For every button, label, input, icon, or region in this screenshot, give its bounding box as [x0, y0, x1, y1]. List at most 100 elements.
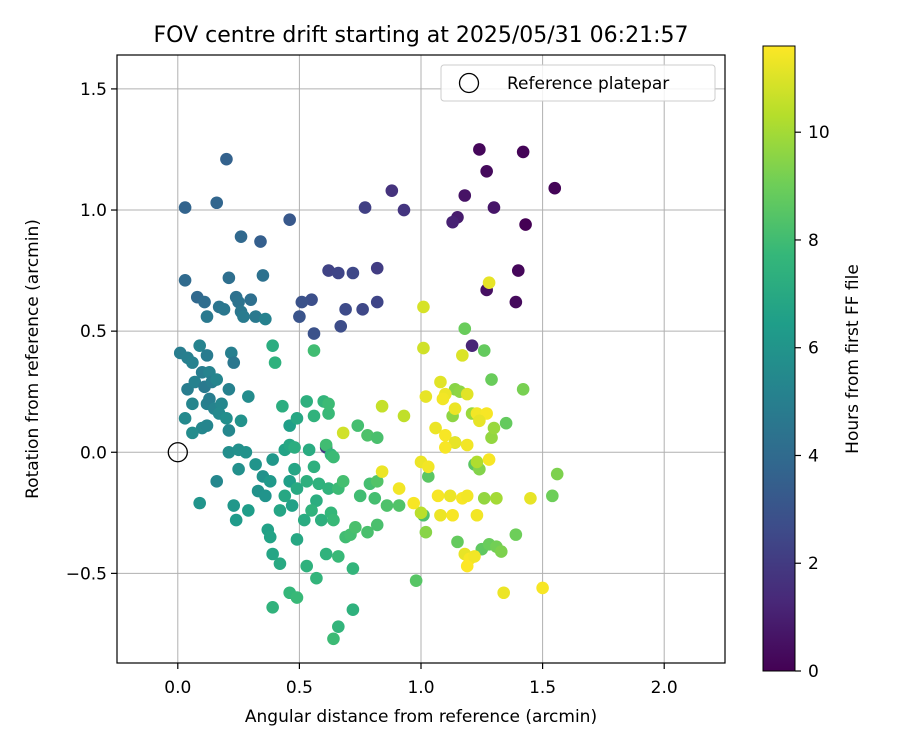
scatter-point: [409, 574, 423, 587]
scatter-point: [332, 620, 345, 633]
scatter-point: [288, 462, 301, 476]
scatter-point: [288, 441, 301, 454]
legend-reference-marker-icon: [458, 72, 480, 94]
scatter-point: [448, 402, 462, 415]
scatter-point: [319, 438, 333, 452]
colorbar-tick-label: 2: [808, 554, 819, 574]
scatter-point: [351, 419, 365, 432]
scatter-point: [232, 295, 245, 309]
scatter-point: [516, 382, 530, 396]
scatter-point: [293, 310, 306, 323]
scatter-point: [290, 482, 304, 495]
scatter-point: [336, 426, 350, 440]
x-tick-label: 0.0: [164, 678, 191, 698]
scatter-point: [434, 375, 447, 389]
scatter-point: [234, 414, 248, 428]
scatter-point: [458, 322, 472, 336]
scatter-point: [256, 269, 270, 282]
scatter-point: [477, 491, 491, 505]
scatter-point: [460, 559, 474, 573]
scatter-point: [429, 421, 442, 435]
scatter-point: [485, 431, 498, 445]
scatter-point: [511, 264, 525, 277]
scatter-point: [322, 397, 335, 411]
scatter-point: [327, 513, 340, 527]
scatter-point: [470, 455, 484, 469]
scatter-point: [346, 603, 360, 617]
scatter-point: [295, 295, 309, 309]
scatter-point: [417, 300, 430, 314]
scatter-point: [314, 513, 328, 527]
scatter-point: [339, 303, 352, 316]
scatter-point: [370, 261, 384, 275]
scatter-point: [242, 390, 255, 403]
scatter-point: [244, 293, 258, 306]
scatter-point: [327, 450, 340, 464]
scatter-point: [217, 303, 231, 316]
scatter-point: [273, 557, 287, 570]
scatter-point: [397, 409, 411, 423]
scatter-point: [356, 303, 369, 316]
scatter-point: [310, 571, 323, 585]
scatter-point: [327, 632, 340, 646]
scatter-point: [178, 273, 192, 287]
scatter-point: [487, 421, 501, 435]
scatter-point: [332, 266, 345, 280]
scatter-point: [460, 489, 474, 503]
scatter-point: [200, 310, 214, 323]
colorbar-tick-label: 8: [808, 231, 819, 251]
scatter-point: [473, 414, 486, 428]
scatter-point: [370, 295, 384, 309]
scatter-point: [193, 496, 206, 510]
scatter-point: [302, 443, 316, 457]
scatter-point: [237, 310, 250, 323]
scatter-point: [239, 445, 253, 459]
scatter-point: [203, 392, 216, 406]
colorbar: [762, 45, 796, 672]
scatter-point: [259, 312, 272, 326]
scatter-point: [456, 349, 469, 362]
scatter-point: [220, 412, 233, 425]
scatter-point: [548, 181, 562, 195]
scatter-point: [397, 203, 411, 217]
scatter-point: [242, 504, 255, 517]
reference-point-marker: [167, 442, 188, 463]
scatter-point: [305, 504, 318, 517]
scatter-point: [215, 397, 228, 411]
scatter-point: [546, 489, 559, 503]
scatter-point: [392, 482, 406, 495]
scatter-point: [336, 475, 350, 488]
x-axis-ticks: 0.0 0.5 1.0 1.5 2.0: [164, 663, 678, 698]
scatter-point: [392, 499, 406, 512]
scatter-point: [494, 545, 508, 558]
scatter-point: [278, 489, 292, 503]
scatter-point: [443, 489, 457, 503]
scatter-point: [446, 508, 459, 522]
y-tick-label: 0.5: [80, 322, 107, 342]
scatter-point: [300, 395, 313, 408]
scatter-point: [468, 550, 481, 563]
y-axis-label: Rotation from reference (arcmin): [23, 219, 43, 499]
scatter-point: [322, 482, 335, 495]
scatter-point: [300, 475, 313, 488]
scatter-point: [283, 213, 296, 227]
scatter-point: [446, 215, 459, 229]
scatter-point: [516, 145, 530, 159]
scatter-point: [487, 201, 501, 214]
x-tick-label: 1.5: [529, 678, 556, 698]
scatter-point: [332, 550, 345, 563]
scatter-point: [361, 525, 374, 539]
scatter-point: [227, 356, 241, 369]
scatter-point: [229, 513, 243, 527]
scatter-point: [524, 491, 537, 505]
scatter-point: [178, 201, 192, 214]
y-tick-label: 1.5: [80, 80, 107, 100]
x-tick-label: 2.0: [651, 678, 678, 698]
scatter-point: [480, 164, 493, 178]
scatter-point: [370, 431, 384, 445]
scatter-point: [225, 346, 238, 360]
scatter-point: [222, 445, 236, 459]
scatter-point: [259, 489, 272, 503]
scatter-point: [485, 373, 498, 386]
